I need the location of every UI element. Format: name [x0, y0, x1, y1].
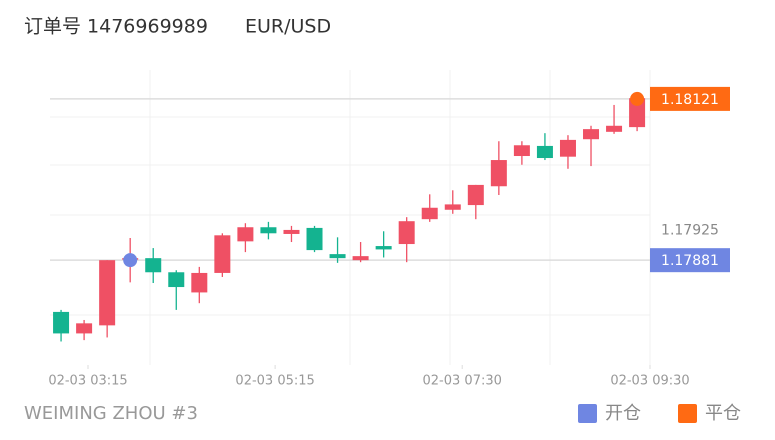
- price-tag: [650, 86, 730, 111]
- candle-body: [629, 98, 646, 128]
- candle-body: [513, 145, 530, 157]
- candle-body: [559, 139, 576, 157]
- candle-body: [606, 125, 623, 132]
- candle-body: [168, 272, 185, 288]
- candle-body: [237, 227, 254, 242]
- candle-body: [99, 260, 116, 326]
- symbol: EUR/USD: [245, 16, 331, 38]
- candle-body: [145, 258, 162, 273]
- candle-body: [352, 256, 369, 261]
- legend-label: 开仓: [605, 403, 641, 424]
- candle-body: [490, 160, 507, 187]
- candle-body: [214, 235, 231, 273]
- candle-body: [536, 145, 553, 159]
- trade-marker: [123, 253, 138, 268]
- candle-body: [76, 323, 93, 334]
- candle-body: [306, 227, 323, 251]
- candle-body: [398, 221, 415, 245]
- legend-swatch: [578, 404, 597, 423]
- plot-background: [50, 70, 651, 365]
- candle-body: [444, 204, 461, 210]
- order-number: 订单号 1476969989: [24, 16, 208, 38]
- trade-marker: [630, 91, 645, 106]
- legend-label: 平仓: [705, 403, 741, 424]
- candle-body: [329, 254, 346, 259]
- x-tick-label: 02-03 07:30: [423, 374, 502, 389]
- candle-body: [375, 246, 392, 250]
- candle-body: [467, 184, 484, 206]
- price-tag-label: 1.18121: [661, 92, 719, 108]
- candle-body: [421, 207, 438, 220]
- legend-swatch: [678, 404, 697, 423]
- price-tag: [650, 248, 730, 273]
- x-tick-label: 02-03 03:15: [48, 374, 127, 389]
- price-label: 1.17925: [661, 223, 719, 239]
- candle-body: [260, 227, 277, 234]
- candle-body: [583, 129, 600, 140]
- x-tick-label: 02-03 09:30: [610, 374, 689, 389]
- x-tick-label: 02-03 05:15: [235, 374, 314, 389]
- candle-body: [283, 229, 300, 234]
- price-tag-label: 1.17881: [661, 253, 719, 269]
- account-name: WEIMING ZHOU #3: [24, 403, 198, 424]
- candle-body: [53, 311, 70, 334]
- candle-body: [191, 272, 208, 293]
